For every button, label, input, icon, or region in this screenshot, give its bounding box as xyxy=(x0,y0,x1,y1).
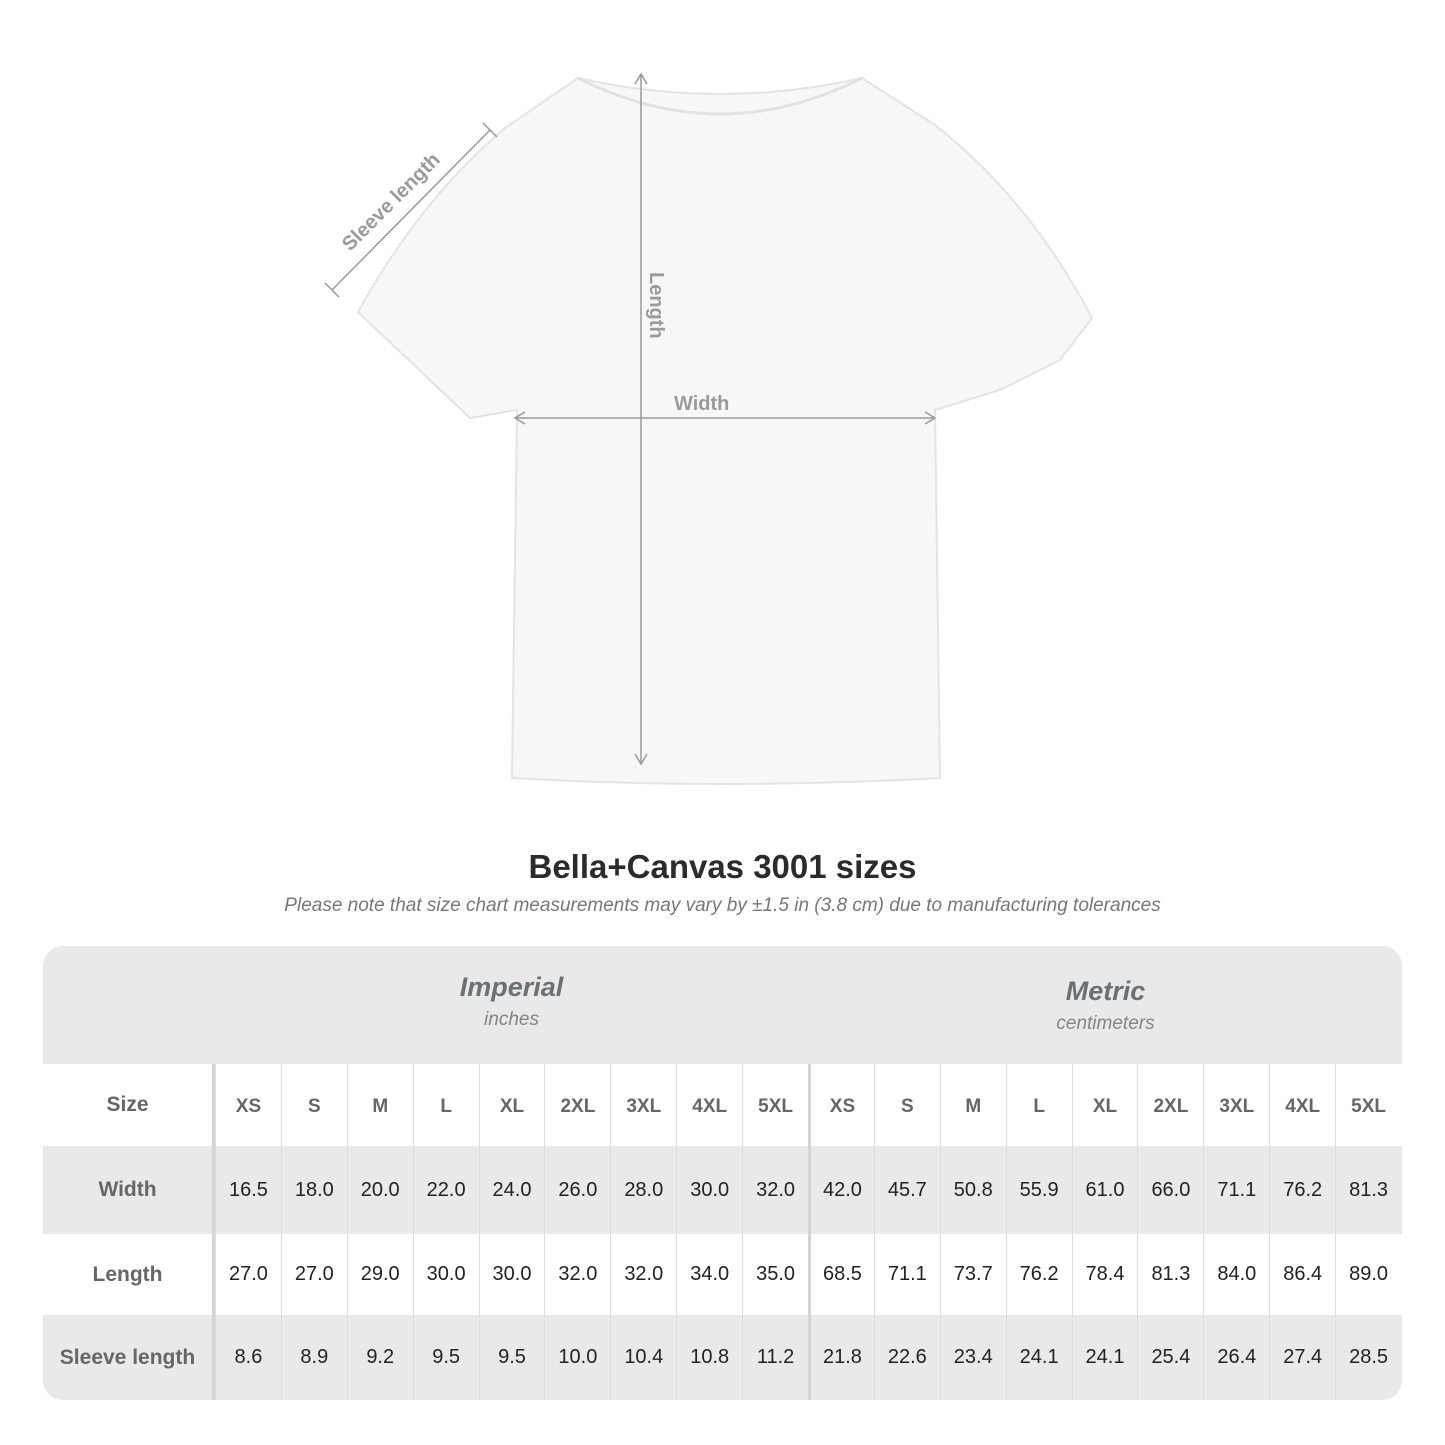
page-title: Bella+Canvas 3001 sizes xyxy=(528,848,917,885)
value-cell: 10.8 xyxy=(676,1315,742,1400)
value-cell: 32.0 xyxy=(610,1234,676,1315)
value-cell: 26.4 xyxy=(1203,1315,1269,1400)
value-cell: 22.6 xyxy=(873,1315,940,1400)
tshirt-collar xyxy=(577,76,863,116)
size-header-cell: XL xyxy=(1071,1064,1138,1146)
value-cell: 35.0 xyxy=(742,1234,808,1315)
width-label: Width xyxy=(674,393,729,415)
table-row: Width 16.5 18.0 20.0 22.0 24.0 26.0 28.0 30.0 32.… xyxy=(43,1146,1402,1234)
value-cell: 28.5 xyxy=(1335,1315,1401,1400)
value-cell: 66.0 xyxy=(1137,1146,1203,1234)
tolerance-note: Please note that size chart measurements… xyxy=(284,895,1161,916)
value-cell: 9.5 xyxy=(412,1315,479,1400)
size-header-row: Size XS S M L XL 2XL 3XL 4XL 5XL XS S M L XL 2XL 3XL 4XL 5… xyxy=(43,1064,1402,1146)
size-header-cell: L xyxy=(1005,1064,1072,1146)
value-cell: 28.0 xyxy=(610,1146,676,1234)
value-cell: 9.2 xyxy=(346,1315,413,1400)
imperial-unit: inches xyxy=(484,1009,539,1030)
size-header-cell: 3XL xyxy=(1203,1064,1269,1146)
value-cell: 8.9 xyxy=(280,1315,347,1400)
tshirt-shape xyxy=(356,76,1094,785)
metric-header: Metric centimeters xyxy=(809,950,1402,1068)
size-header-cell: XS xyxy=(215,1064,281,1146)
value-cell: 22.0 xyxy=(412,1146,479,1234)
value-cell: 81.3 xyxy=(1137,1234,1203,1315)
value-cell: 20.0 xyxy=(346,1146,413,1234)
value-cell: 10.4 xyxy=(610,1315,676,1400)
value-cell: 76.2 xyxy=(1269,1146,1335,1234)
size-header-cell: L xyxy=(412,1064,479,1146)
imperial-title: Imperial xyxy=(459,972,564,1002)
imperial-header: Imperial inches xyxy=(215,946,808,1064)
size-header-cell: 5XL xyxy=(1335,1064,1401,1146)
value-cell: 27.0 xyxy=(280,1234,347,1315)
value-cell: 8.6 xyxy=(215,1315,281,1400)
value-cell: 23.4 xyxy=(939,1315,1006,1400)
size-header-cell: XL xyxy=(478,1064,545,1146)
value-cell: 89.0 xyxy=(1335,1234,1401,1315)
value-cell: 45.7 xyxy=(873,1146,940,1234)
row-label: Size xyxy=(43,1064,215,1146)
value-cell: 30.0 xyxy=(412,1234,479,1315)
value-cell: 71.1 xyxy=(873,1234,940,1315)
row-label: Sleeve length xyxy=(43,1315,215,1400)
value-cell: 27.4 xyxy=(1269,1315,1335,1400)
value-cell: 24.1 xyxy=(1071,1315,1138,1400)
length-label: Length xyxy=(645,272,667,339)
row-label: Width xyxy=(43,1146,215,1234)
tshirt-diagram: Sleeve length Length Width xyxy=(324,72,1094,785)
metric-title: Metric xyxy=(1065,976,1146,1006)
value-cell: 30.0 xyxy=(676,1146,742,1234)
size-header-cell: 4XL xyxy=(676,1064,742,1146)
size-header-cell: 2XL xyxy=(544,1064,610,1146)
size-header-cell: M xyxy=(346,1064,413,1146)
value-cell: 24.1 xyxy=(1005,1315,1072,1400)
size-header-cell: 2XL xyxy=(1137,1064,1203,1146)
size-header-cell: 5XL xyxy=(742,1064,808,1146)
value-cell: 26.0 xyxy=(544,1146,610,1234)
value-cell: 84.0 xyxy=(1203,1234,1269,1315)
size-header-cell: 4XL xyxy=(1269,1064,1335,1146)
value-cell: 30.0 xyxy=(478,1234,545,1315)
value-cell: 71.1 xyxy=(1203,1146,1269,1234)
size-header-cell: 3XL xyxy=(610,1064,676,1146)
value-cell: 42.0 xyxy=(808,1146,874,1234)
value-cell: 9.5 xyxy=(478,1315,545,1400)
value-cell: 18.0 xyxy=(280,1146,347,1234)
value-cell: 73.7 xyxy=(939,1234,1006,1315)
value-cell: 11.2 xyxy=(742,1315,808,1400)
value-cell: 81.3 xyxy=(1335,1146,1401,1234)
value-cell: 27.0 xyxy=(215,1234,281,1315)
value-cell: 78.4 xyxy=(1071,1234,1138,1315)
size-header-cell: S xyxy=(280,1064,347,1146)
size-header-cell: XS xyxy=(808,1064,874,1146)
value-cell: 32.0 xyxy=(544,1234,610,1315)
value-cell: 32.0 xyxy=(742,1146,808,1234)
value-cell: 50.8 xyxy=(939,1146,1006,1234)
value-cell: 16.5 xyxy=(215,1146,281,1234)
metric-unit: centimeters xyxy=(1056,1013,1155,1034)
value-cell: 76.2 xyxy=(1005,1234,1072,1315)
value-cell: 24.0 xyxy=(478,1146,545,1234)
row-label: Length xyxy=(43,1234,215,1315)
sleeve-arrow xyxy=(331,129,491,291)
value-cell: 34.0 xyxy=(676,1234,742,1315)
size-table: Imperial inches Metric centimeters Size X… xyxy=(43,946,1402,1400)
value-cell: 21.8 xyxy=(808,1315,874,1400)
table-row: Length 27.0 27.0 29.0 30.0 30.0 32.0 32.0 34.0 35… xyxy=(43,1234,1402,1315)
table-row: Sleeve length 8.6 8.9 9.2 9.5 9.5 10.0 10.4 10.8… xyxy=(43,1315,1402,1400)
value-cell: 25.4 xyxy=(1137,1315,1203,1400)
value-cell: 68.5 xyxy=(808,1234,874,1315)
size-header-cell: S xyxy=(873,1064,940,1146)
value-cell: 61.0 xyxy=(1071,1146,1138,1234)
value-cell: 10.0 xyxy=(544,1315,610,1400)
value-cell: 55.9 xyxy=(1005,1146,1072,1234)
value-cell: 29.0 xyxy=(346,1234,413,1315)
value-cell: 86.4 xyxy=(1269,1234,1335,1315)
size-header-cell: M xyxy=(939,1064,1006,1146)
